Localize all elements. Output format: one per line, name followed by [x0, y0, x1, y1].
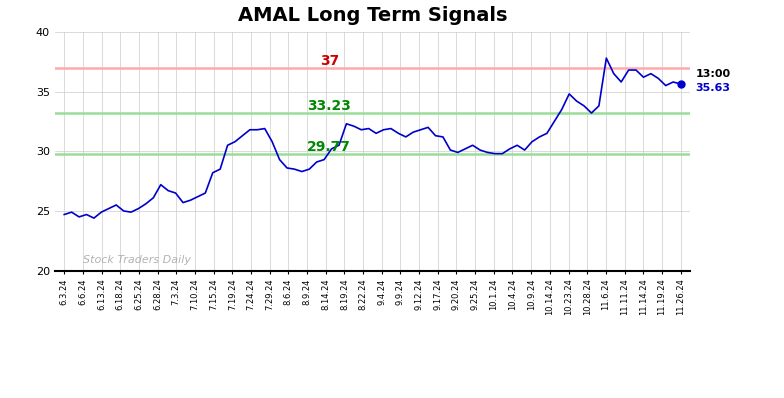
Text: Stock Traders Daily: Stock Traders Daily: [83, 255, 191, 265]
Text: 37: 37: [320, 54, 339, 68]
Point: [674, 81, 687, 87]
Text: 29.77: 29.77: [307, 140, 351, 154]
Text: 33.23: 33.23: [307, 99, 351, 113]
Text: 35.63: 35.63: [695, 82, 731, 93]
Title: AMAL Long Term Signals: AMAL Long Term Signals: [238, 6, 507, 25]
Text: 13:00: 13:00: [695, 69, 731, 80]
